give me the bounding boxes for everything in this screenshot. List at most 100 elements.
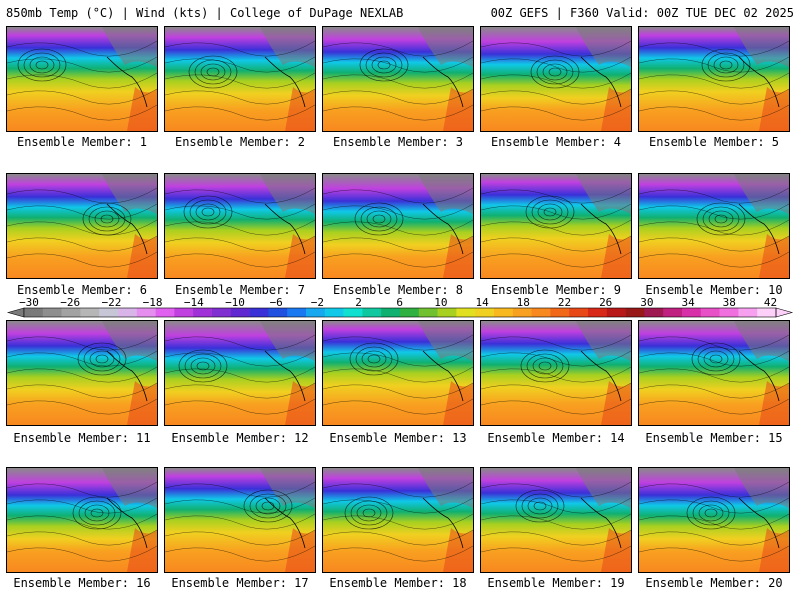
colorbar-swatch <box>212 308 232 317</box>
ensemble-member-label: Ensemble Member: 10 <box>645 283 783 297</box>
ensemble-map <box>480 173 632 279</box>
colorbar-swatch <box>738 308 758 317</box>
colorbar-swatch <box>456 308 476 317</box>
colorbar-swatch <box>531 308 551 317</box>
ensemble-map <box>638 467 790 573</box>
ensemble-map <box>6 467 158 573</box>
colorbar-tick-label: 34 <box>681 297 695 309</box>
colorbar-swatch <box>80 308 100 317</box>
colorbar-tick-label: 38 <box>723 297 736 309</box>
ensemble-map <box>164 173 316 279</box>
colorbar-swatch <box>757 308 777 317</box>
ensemble-member-label: Ensemble Member: 4 <box>490 135 622 149</box>
colorbar-swatch <box>682 308 702 317</box>
ensemble-map <box>322 26 474 132</box>
colorbar-swatch <box>700 308 720 317</box>
ensemble-member-label: Ensemble Member: 13 <box>329 431 467 445</box>
ensemble-map <box>322 320 474 426</box>
colorbar-swatch <box>230 308 250 317</box>
colorbar-swatch <box>569 308 589 317</box>
colorbar-swatch <box>343 308 363 317</box>
ensemble-map <box>322 467 474 573</box>
colorbar-tick-label: 30 <box>640 297 653 309</box>
ensemble-member-label: Ensemble Member: 2 <box>174 135 306 149</box>
colorbar-swatch <box>418 308 438 317</box>
colorbar-swatch <box>400 308 420 317</box>
ensemble-member-label: Ensemble Member: 20 <box>645 576 783 590</box>
ensemble-member-label: Ensemble Member: 15 <box>645 431 783 445</box>
ensemble-member-label: Ensemble Member: 6 <box>16 283 148 297</box>
ensemble-member-label: Ensemble Member: 12 <box>171 431 309 445</box>
colorbar-tick-label: 22 <box>558 297 571 309</box>
colorbar-swatch <box>268 308 288 317</box>
colorbar-tick-label: −6 <box>270 297 283 309</box>
ensemble-member-label: Ensemble Member: 5 <box>648 135 780 149</box>
colorbar-tick-label: −26 <box>60 297 80 309</box>
ensemble-member-label: Ensemble Member: 11 <box>13 431 151 445</box>
header-title: 850mb Temp (°C) | Wind (kts) | College o… <box>6 6 404 20</box>
colorbar-high-arrow <box>775 307 794 318</box>
ensemble-map <box>6 320 158 426</box>
colorbar-swatch <box>644 308 664 317</box>
ensemble-member-label: Ensemble Member: 16 <box>13 576 151 590</box>
colorbar-swatch <box>306 308 326 317</box>
colorbar-swatch <box>381 308 401 317</box>
colorbar-tick-label: 42 <box>764 297 777 309</box>
colorbar-swatch <box>550 308 570 317</box>
colorbar-swatch <box>512 308 532 317</box>
colorbar-swatch <box>155 308 175 317</box>
ensemble-map <box>6 173 158 279</box>
colorbar-tick-label: −22 <box>101 297 121 309</box>
colorbar-swatch <box>136 308 156 317</box>
ensemble-map <box>638 26 790 132</box>
ensemble-map <box>164 26 316 132</box>
colorbar-tick-label: 14 <box>475 297 489 309</box>
colorbar-swatch <box>625 308 645 317</box>
colorbar-tick-label: 2 <box>355 297 362 309</box>
colorbar-swatch <box>24 308 44 317</box>
colorbar-swatch <box>475 308 495 317</box>
colorbar-tick-label: −30 <box>19 297 39 309</box>
colorbar-swatch <box>287 308 307 317</box>
colorbar-swatch <box>324 308 344 317</box>
ensemble-map <box>638 320 790 426</box>
colorbar-swatch <box>249 308 269 317</box>
colorbar-swatch <box>362 308 382 317</box>
ensemble-map <box>480 26 632 132</box>
colorbar-tick-label: −10 <box>225 297 245 309</box>
colorbar-low-arrow <box>6 307 25 318</box>
colorbar-swatch <box>193 308 213 317</box>
ensemble-map <box>480 467 632 573</box>
ensemble-map <box>164 467 316 573</box>
ensemble-member-label: Ensemble Member: 9 <box>490 283 622 297</box>
colorbar-swatch <box>437 308 457 317</box>
colorbar-tick-label: 26 <box>599 297 612 309</box>
colorbar-swatch <box>719 308 739 317</box>
ensemble-map <box>164 320 316 426</box>
colorbar-swatch <box>99 308 119 317</box>
header-run-info: 00Z GEFS | F360 Valid: 00Z TUE DEC 02 20… <box>490 6 794 20</box>
colorbar-tick-label: −2 <box>311 297 324 309</box>
colorbar-swatch <box>494 308 514 317</box>
colorbar-swatch <box>606 308 626 317</box>
ensemble-member-label: Ensemble Member: 7 <box>174 283 306 297</box>
colorbar-tick-label: 10 <box>434 297 447 309</box>
ensemble-member-label: Ensemble Member: 14 <box>487 431 625 445</box>
ensemble-member-label: Ensemble Member: 19 <box>487 576 625 590</box>
colorbar-tick-label: 18 <box>517 297 530 309</box>
colorbar-swatch <box>663 308 683 317</box>
ensemble-member-label: Ensemble Member: 18 <box>329 576 467 590</box>
ensemble-map <box>6 26 158 132</box>
colorbar-tick-label: −14 <box>184 297 204 309</box>
temperature-colorbar: −30 −26 −22 −18 −14 −10 −6 −2 2 6 10 14 18 22 26 30 34 38… <box>6 297 794 318</box>
ensemble-map <box>480 320 632 426</box>
colorbar-swatch <box>118 308 138 317</box>
colorbar-swatch <box>588 308 608 317</box>
colorbar-swatch <box>42 308 62 317</box>
ensemble-map <box>322 173 474 279</box>
ensemble-member-label: Ensemble Member: 1 <box>16 135 148 149</box>
colorbar-tick-label: 6 <box>396 297 403 309</box>
ensemble-member-label: Ensemble Member: 17 <box>171 576 309 590</box>
colorbar-swatch <box>61 308 81 317</box>
ensemble-map <box>638 173 790 279</box>
